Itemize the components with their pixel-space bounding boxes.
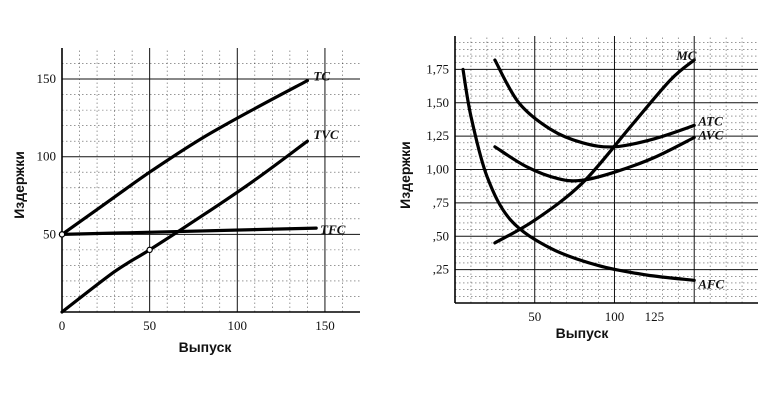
- right-grid: [455, 36, 758, 303]
- right-afc-label: AFC: [697, 276, 724, 291]
- right-avc-curve: [493, 135, 696, 183]
- right-avc-label: AVC: [697, 127, 723, 142]
- right-x-tick-label: 125: [645, 309, 665, 324]
- left-y-tick-label: 150: [37, 71, 57, 86]
- right-y-tick-label: 1,75: [426, 61, 449, 76]
- right-y-tick-label: ,75: [433, 195, 449, 210]
- left-tfc-marker: [58, 231, 66, 238]
- right-x-tick-label: 100: [605, 309, 625, 324]
- left-grid: [62, 48, 360, 312]
- left-x-tick-label: 50: [143, 318, 156, 333]
- right-y-axis-title: Издержки: [397, 141, 413, 209]
- right-x-axis-title: Выпуск: [556, 325, 610, 341]
- left-x-axis-title: Выпуск: [179, 339, 233, 355]
- left-tvc-curve: [60, 139, 309, 314]
- left-x-tick-label: 100: [228, 318, 248, 333]
- left-x-tick-label: 0: [59, 318, 66, 333]
- right-mc-curve: [493, 58, 696, 245]
- left-tfc-label: TFC: [320, 222, 346, 237]
- left-y-tick-label: 50: [43, 226, 56, 241]
- total-cost-chart: 0 50 100 150 50 100 150 Выпуск Издержки TC TVC TFC: [11, 48, 360, 355]
- right-y-tick-label: ,25: [433, 262, 449, 277]
- right-atc-label: ATC: [697, 113, 723, 128]
- right-y-tick-label: ,50: [433, 228, 449, 243]
- left-tc-label: TC: [313, 69, 330, 84]
- left-y-axis-title: Издержки: [11, 151, 27, 219]
- right-afc-curve: [461, 67, 696, 282]
- left-x-tick-label: 150: [315, 318, 335, 333]
- left-tc-curve: [60, 79, 309, 236]
- right-x-tick-label: 50: [528, 309, 541, 324]
- left-tfc-curve: [60, 226, 318, 236]
- right-y-tick-label: 1,50: [426, 95, 449, 110]
- left-tvc-label: TVC: [313, 127, 339, 142]
- left-y-tick-label: 100: [37, 149, 57, 164]
- right-y-tick-label: 1,25: [426, 128, 449, 143]
- left-tvc-marker: [146, 246, 153, 254]
- right-mc-label: MC: [675, 48, 697, 63]
- right-atc-curve: [493, 58, 696, 149]
- average-cost-chart: 50 100 125 ,25 ,50 ,75 1,00 1,25 1,50 1,75 Выпуск И…: [397, 36, 758, 341]
- right-y-tick-label: 1,00: [426, 162, 449, 177]
